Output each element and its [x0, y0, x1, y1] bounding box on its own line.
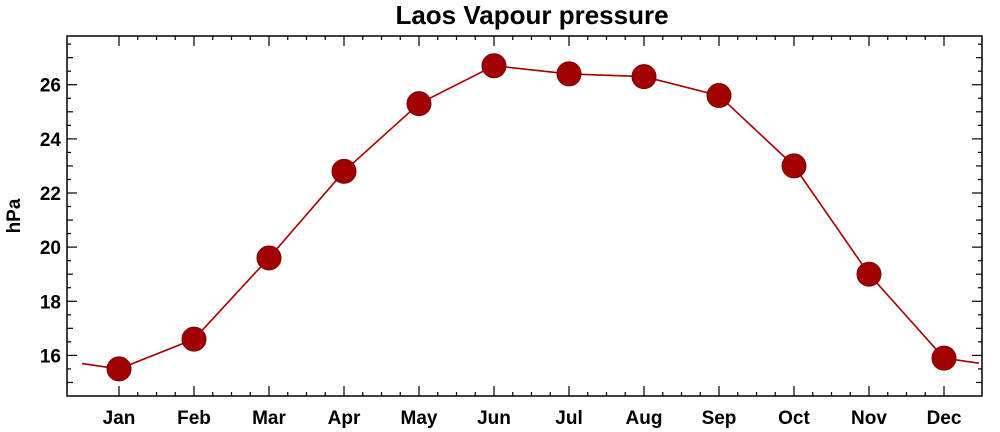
y-tick-label: 24 — [40, 130, 62, 151]
x-tick-label: Sep — [702, 408, 737, 429]
data-point-nov — [856, 261, 882, 287]
series-line — [81, 64, 980, 370]
y-tick-label: 16 — [40, 346, 61, 367]
y-tick-label: 20 — [40, 238, 61, 259]
x-tick-label: Feb — [177, 408, 211, 429]
data-point-jan — [106, 356, 132, 382]
y-tick-label: 22 — [40, 184, 61, 205]
y-tick-label: 18 — [40, 292, 61, 313]
x-tick-label: Jul — [555, 408, 582, 429]
x-tick-label: Mar — [252, 408, 286, 429]
data-point-feb — [181, 326, 207, 352]
x-tick-label: Jan — [103, 408, 136, 429]
chart-title: Laos Vapour pressure — [395, 0, 668, 30]
x-tick-label: Nov — [851, 408, 887, 429]
y-axis-ticks: 16 18 20 22 24 26 — [40, 43, 982, 384]
x-tick-label: Oct — [778, 408, 810, 429]
data-point-jul — [556, 61, 582, 87]
data-point-may — [406, 91, 432, 117]
data-point-apr — [331, 158, 357, 184]
data-point-aug — [631, 64, 657, 90]
data-point-oct — [781, 153, 807, 179]
data-point-jun — [481, 53, 507, 79]
x-tick-label: Aug — [626, 408, 663, 429]
x-tick-label: Apr — [328, 408, 361, 429]
x-tick-label: Jun — [477, 408, 511, 429]
data-point-sep — [706, 83, 732, 109]
data-point-dec — [931, 345, 957, 371]
x-axis-ticks: Jan Feb Mar Apr May Jun Jul Aug Sep Oct Nov Dec — [103, 36, 962, 429]
y-axis-label: hPa — [4, 198, 25, 233]
plot-frame — [66, 35, 983, 397]
series-group — [81, 53, 980, 382]
x-tick-label: May — [401, 408, 438, 429]
x-tick-label: Dec — [927, 408, 962, 429]
y-tick-label: 26 — [40, 76, 61, 97]
data-point-mar — [256, 245, 282, 271]
